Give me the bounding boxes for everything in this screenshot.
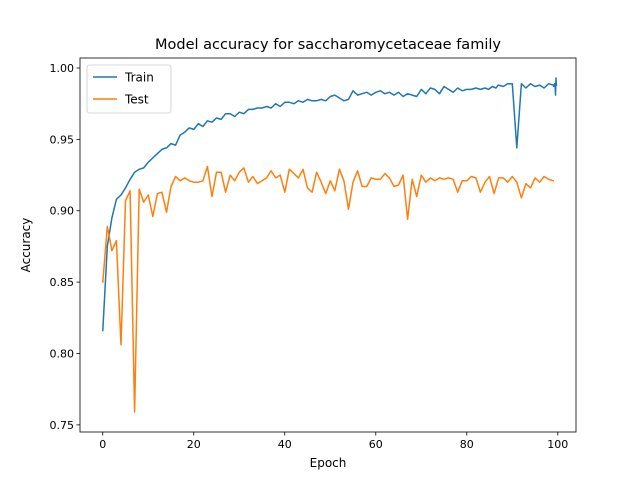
y-tick-label: 0.75 <box>50 419 75 432</box>
y-tick-label: 0.90 <box>50 205 75 218</box>
y-tick-label: 0.80 <box>50 347 75 360</box>
series-line-test <box>101 165 555 413</box>
y-tick-label: 1.00 <box>50 62 75 75</box>
x-axis-label: Epoch <box>310 456 347 470</box>
series-line-train <box>102 77 558 332</box>
axes-frame <box>79 57 577 433</box>
y-tick-label: 0.95 <box>50 133 75 146</box>
legend-label-train: Train <box>124 71 154 85</box>
chart-title: Model accuracy for saccharomycetaceae fa… <box>155 37 501 53</box>
axes: 0 20 40 60 80 100 0.75 0.80 0.85 0.90 0.95 1.00 <box>50 57 577 451</box>
x-tick-label: 40 <box>278 438 292 451</box>
legend-label-test: Test <box>124 93 149 107</box>
x-tick-label: 0 <box>99 438 106 451</box>
x-tick-label: 60 <box>369 438 383 451</box>
plot-area <box>101 77 558 413</box>
legend: Train Test <box>86 64 172 114</box>
x-tick-label: 100 <box>547 438 568 451</box>
y-tick-label: 0.85 <box>50 276 75 289</box>
y-axis-label: Accuracy <box>19 218 33 273</box>
x-tick-label: 80 <box>460 438 474 451</box>
x-tick-label: 20 <box>187 438 201 451</box>
